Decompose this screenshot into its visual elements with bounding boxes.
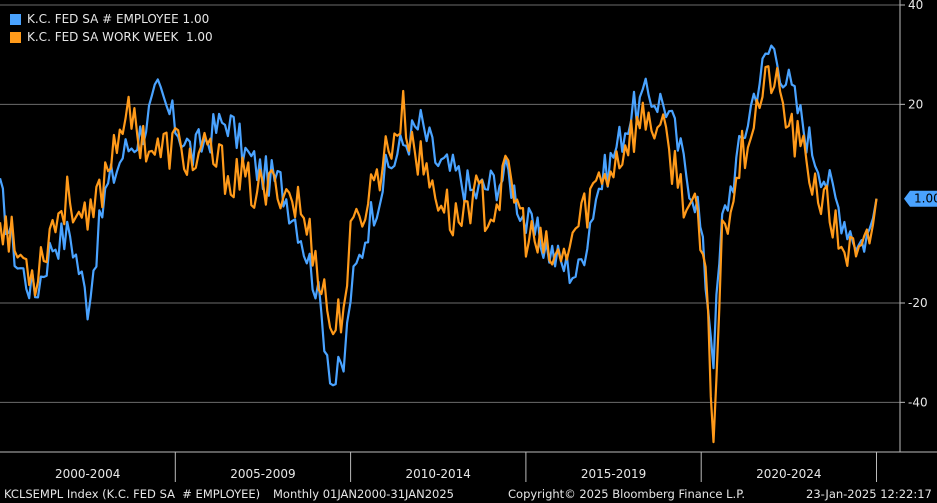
- footer-ticker: KCLSEMPL Index (K.C. FED SA # EMPLOYEE): [4, 487, 261, 501]
- legend-value-workweek: 1.00: [185, 30, 213, 44]
- legend-label-workweek: K.C. FED SA WORK WEEK: [27, 30, 179, 44]
- grid-lines: [0, 4, 900, 403]
- legend-swatch-employee: [10, 13, 21, 25]
- x-tick-label: 2020-2024: [756, 467, 821, 481]
- footer-range: Monthly 01JAN2000-31JAN2025: [273, 487, 454, 501]
- legend-item-workweek: K.C. FED SA WORK WEEK 1.00: [10, 28, 213, 46]
- y-tick-label: -20: [908, 296, 928, 310]
- footer-timestamp: 23-Jan-2025 12:22:17: [806, 487, 932, 501]
- footer: KCLSEMPL Index (K.C. FED SA # EMPLOYEE) …: [0, 485, 937, 503]
- footer-copyright: Copyright© 2025 Bloomberg Finance L.P.: [508, 487, 745, 501]
- y-tick-label: 40: [908, 0, 923, 12]
- legend-item-employee: K.C. FED SA # EMPLOYEE 1.00: [10, 10, 213, 28]
- legend: K.C. FED SA # EMPLOYEE 1.00 K.C. FED SA …: [6, 8, 217, 48]
- x-tick-label: 2010-2014: [406, 467, 471, 481]
- axes: -40 -20 20 40 2000-2004 2005-2009 2010-2014 201…: [0, 0, 937, 482]
- series-line-employee: [0, 44, 878, 387]
- last-value-label: 1.00: [914, 192, 937, 206]
- last-value-badge: [904, 190, 937, 207]
- x-tick-label: 2005-2009: [230, 467, 295, 481]
- y-tick-label: -40: [908, 395, 928, 409]
- y-tick-label: 20: [908, 97, 923, 111]
- series-layer: [0, 44, 878, 444]
- x-tick-label: 2000-2004: [55, 467, 120, 481]
- series-line-workweek: [0, 65, 878, 444]
- legend-label-employee: K.C. FED SA # EMPLOYEE: [27, 12, 179, 26]
- x-tick-label: 2015-2019: [581, 467, 646, 481]
- legend-value-employee: 1.00: [182, 12, 210, 26]
- legend-swatch-workweek: [10, 31, 21, 43]
